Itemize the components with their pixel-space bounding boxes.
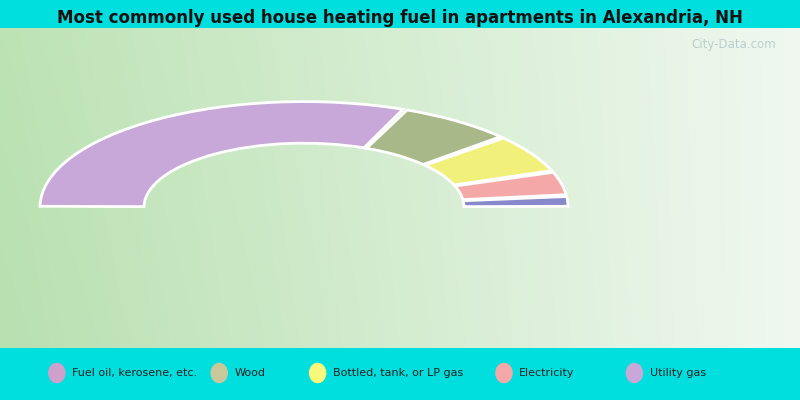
Wedge shape	[366, 110, 501, 164]
Text: Wood: Wood	[234, 368, 266, 378]
Wedge shape	[463, 196, 568, 207]
Wedge shape	[425, 138, 552, 185]
Ellipse shape	[495, 363, 513, 383]
Ellipse shape	[48, 363, 66, 383]
Text: Most commonly used house heating fuel in apartments in Alexandria, NH: Most commonly used house heating fuel in…	[57, 9, 743, 27]
Ellipse shape	[309, 363, 326, 383]
Text: Bottled, tank, or LP gas: Bottled, tank, or LP gas	[333, 368, 463, 378]
Wedge shape	[455, 172, 566, 200]
Ellipse shape	[210, 363, 228, 383]
Text: Fuel oil, kerosene, etc.: Fuel oil, kerosene, etc.	[72, 368, 197, 378]
Text: City-Data.com: City-Data.com	[691, 38, 776, 51]
Text: Utility gas: Utility gas	[650, 368, 706, 378]
Ellipse shape	[626, 363, 643, 383]
Wedge shape	[40, 102, 403, 207]
Text: Electricity: Electricity	[519, 368, 574, 378]
